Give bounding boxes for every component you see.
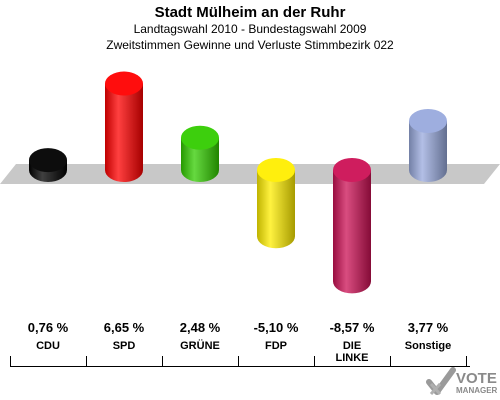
bar-spd: [105, 71, 143, 182]
value-label: 0,76 %: [27, 320, 69, 335]
axis-tick: [390, 356, 391, 366]
vote-manager-logo: VOTE MANAGER: [426, 366, 500, 400]
logo-text-manager: MANAGER: [456, 386, 498, 395]
category-axis-line: [10, 366, 470, 367]
axis-tick: [466, 356, 467, 366]
category-label: GRÜNE: [180, 340, 220, 352]
bar-sonstige: [409, 108, 447, 182]
bar-die-linke: [333, 158, 371, 294]
bar-cdu: [29, 148, 67, 182]
axis-tick: [162, 356, 163, 366]
chart-title: Stadt Mülheim an der Ruhr: [154, 4, 346, 21]
chart-subtitle-2: Zweitstimmen Gewinne und Verluste Stimmb…: [106, 38, 394, 52]
axis-tick: [238, 356, 239, 366]
chart-subtitle-1: Landtagswahl 2010 - Bundestagswahl 2009: [133, 22, 367, 36]
category-label: SPD: [112, 340, 136, 352]
category-label: DIE LINKE: [335, 340, 369, 364]
category-label: CDU: [36, 340, 60, 352]
bar-grüne: [181, 125, 219, 182]
checkmark-icon: [426, 367, 456, 396]
logo-text-vote: VOTE: [456, 370, 497, 387]
axis-tick: [314, 356, 315, 366]
bar-fdp: [257, 158, 295, 249]
value-label: 3,77 %: [407, 320, 449, 335]
axis-tick: [10, 356, 11, 366]
value-label: -5,10 %: [253, 320, 299, 335]
category-label: FDP: [265, 340, 287, 352]
value-label: -8,57 %: [329, 320, 375, 335]
value-label: 2,48 %: [179, 320, 221, 335]
category-label: Sonstige: [404, 340, 452, 352]
axis-tick: [86, 356, 87, 366]
value-label: 6,65 %: [103, 320, 145, 335]
